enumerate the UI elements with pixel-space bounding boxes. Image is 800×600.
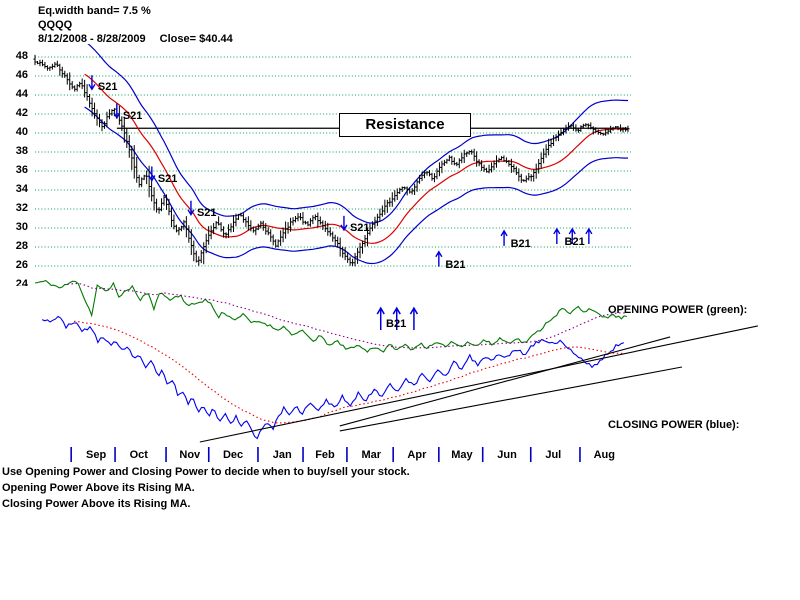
price-axis-label: 28 <box>15 240 28 252</box>
price-axis-label: 48 <box>15 50 28 62</box>
price-axis-label: 36 <box>15 164 28 176</box>
buy-signal-label: B21 <box>386 318 407 331</box>
resistance-label-box: Resistance <box>339 113 471 137</box>
month-label: Nov <box>179 449 201 461</box>
month-label: Jul <box>545 449 562 461</box>
month-label: Jun <box>497 449 517 461</box>
opening-power-label: OPENING POWER (green): <box>608 304 748 316</box>
footer-note-3: Closing Power Above its Rising MA. <box>2 498 191 510</box>
price-axis-label: 38 <box>15 145 28 157</box>
month-label: Aug <box>593 449 615 461</box>
band-width-label: Eq.width band= 7.5 % <box>38 5 151 17</box>
date-range-line: 8/12/2008 - 8/28/2009 Close= $40.44 <box>38 33 233 45</box>
sell-signal-label: S21 <box>196 206 217 219</box>
month-label: Dec <box>222 449 244 461</box>
sell-signal-label: S21 <box>349 221 370 234</box>
price-axis-label: 46 <box>15 69 28 81</box>
month-label: May <box>451 449 473 461</box>
month-label: Oct <box>129 449 148 461</box>
buy-signal-label: B21 <box>564 235 585 248</box>
footer-note-2: Opening Power Above its Rising MA. <box>2 482 195 494</box>
footer-note-1: Use Opening Power and Closing Power to d… <box>2 466 410 478</box>
price-axis-label: 32 <box>15 202 28 214</box>
month-label: Mar <box>361 449 381 461</box>
sell-signal-label: S21 <box>157 172 178 185</box>
price-axis-label: 26 <box>15 259 28 271</box>
symbol-label: QQQQ <box>38 19 73 31</box>
month-label: Feb <box>315 449 335 461</box>
price-axis-label-clipped: 24 <box>15 278 28 286</box>
month-label: Apr <box>407 449 427 461</box>
close-value: Close= $40.44 <box>159 33 233 45</box>
price-axis-label: 30 <box>15 221 28 233</box>
price-axis-label: 40 <box>15 126 28 138</box>
buy-signal-label: B21 <box>510 237 531 250</box>
month-label: Sep <box>85 449 107 461</box>
sell-signal-label: S21 <box>122 109 143 122</box>
closing-power-label: CLOSING POWER (blue): <box>608 419 740 431</box>
price-axis-label: 34 <box>15 183 28 195</box>
buy-signal-label: B21 <box>445 258 466 271</box>
month-label: Jan <box>272 449 292 461</box>
date-range: 8/12/2008 - 8/28/2009 <box>38 33 146 45</box>
sell-signal-label: S21 <box>97 81 118 94</box>
price-axis-label: 44 <box>15 88 28 100</box>
price-axis-label: 42 <box>15 107 28 119</box>
